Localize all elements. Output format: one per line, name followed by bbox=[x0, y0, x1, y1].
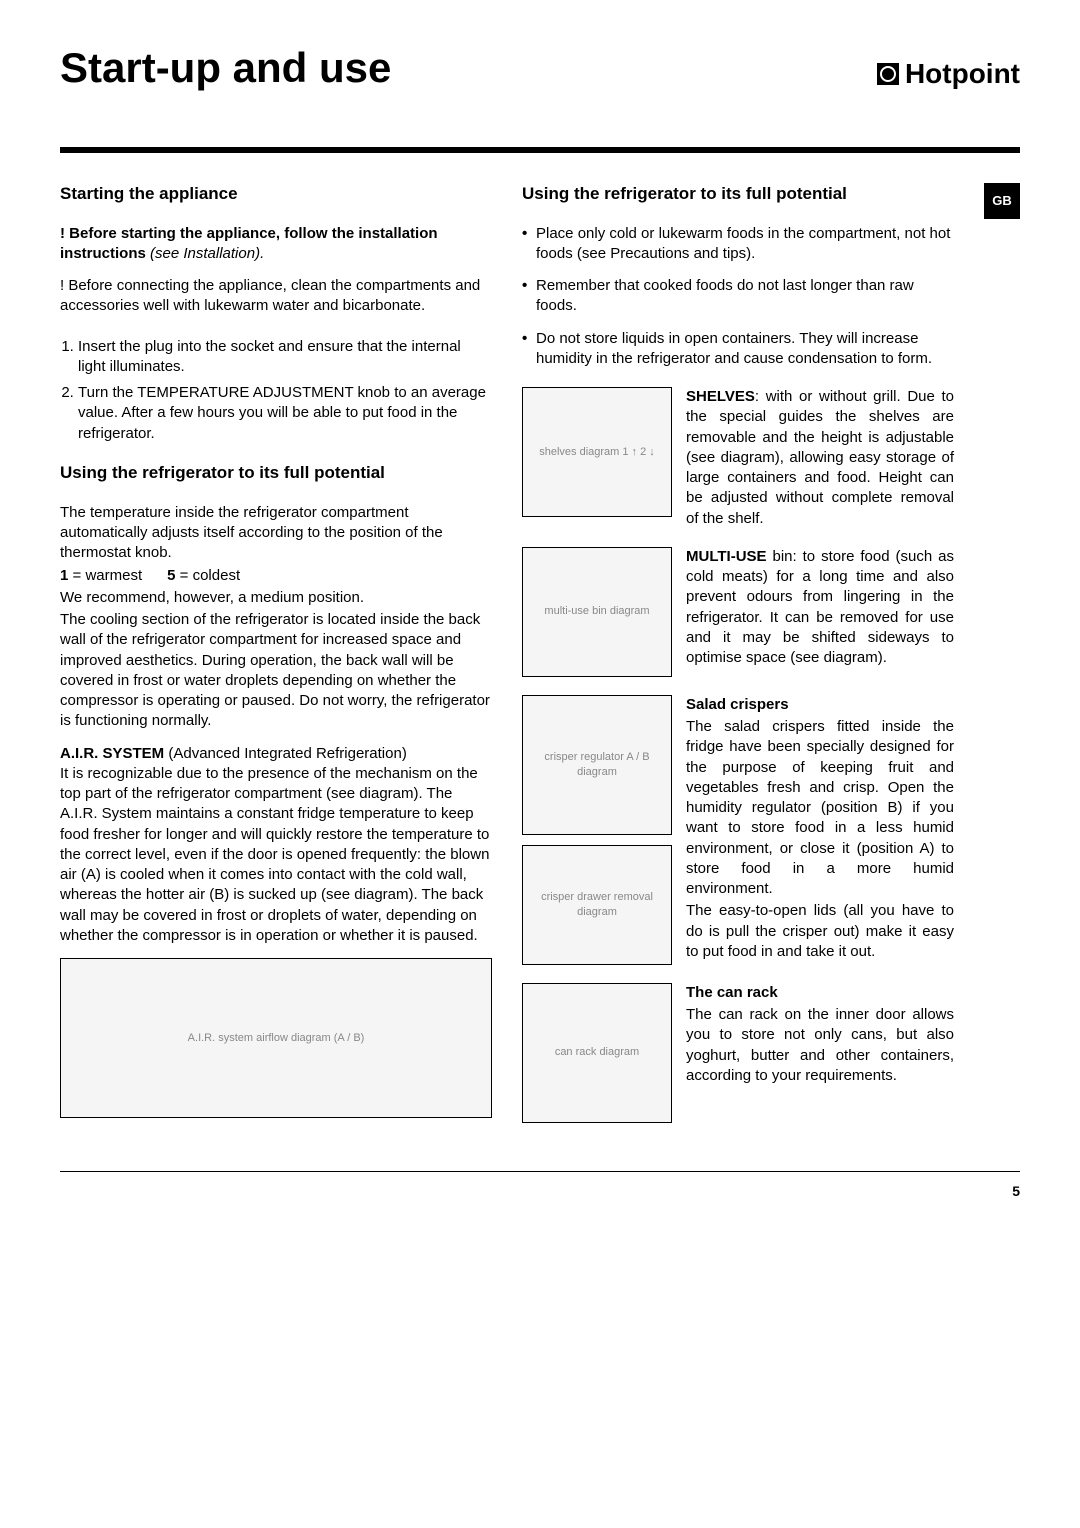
multiuse-body: bin: to store food (such as cold meats) … bbox=[686, 548, 954, 666]
temp-warmest: = warmest bbox=[68, 567, 142, 584]
temp-recommend: We recommend, however, a medium position… bbox=[60, 588, 492, 608]
startup-steps: Insert the plug into the socket and ensu… bbox=[78, 337, 492, 444]
right-column: Using the refrigerator to its full poten… bbox=[522, 183, 954, 1141]
heading-starting: Starting the appliance bbox=[60, 183, 492, 206]
air-system: A.I.R. SYSTEM (Advanced Integrated Refri… bbox=[60, 744, 492, 947]
cooling-section: The cooling section of the refrigerator … bbox=[60, 610, 492, 732]
shelves-body: : with or without grill. Due to the spec… bbox=[686, 388, 954, 527]
heading-using-right: Using the refrigerator to its full poten… bbox=[522, 183, 954, 206]
brand-name: Hotpoint bbox=[905, 55, 1020, 93]
can-rack-diagram: can rack diagram bbox=[522, 983, 672, 1123]
tip-cold-food: Place only cold or lukewarm foods in the… bbox=[522, 224, 954, 265]
tip-cooked-food: Remember that cooked foods do not last l… bbox=[522, 276, 954, 317]
temp-auto: The temperature inside the refrigerator … bbox=[60, 503, 492, 564]
temp-coldest: = coldest bbox=[175, 567, 240, 584]
air-diagram: A.I.R. system airflow diagram (A / B) bbox=[60, 958, 492, 1118]
air-system-label: A.I.R. SYSTEM bbox=[60, 745, 164, 762]
salad-heading: Salad crispers bbox=[686, 695, 954, 715]
page-number: 5 bbox=[60, 1171, 1020, 1201]
tips-list: Place only cold or lukewarm foods in the… bbox=[522, 224, 954, 370]
temp-scale: 1 = warmest 5 = coldest bbox=[60, 566, 492, 586]
region-badge: GB bbox=[984, 183, 1020, 219]
brand: Hotpoint bbox=[877, 55, 1020, 93]
shelves-label: SHELVES bbox=[686, 388, 755, 405]
shelves-text: SHELVES: with or without grill. Due to t… bbox=[686, 387, 954, 529]
salad-body: The salad crispers fitted inside the fri… bbox=[686, 717, 954, 899]
warning-installation-tail: (see Installation). bbox=[146, 245, 264, 262]
can-heading: The can rack bbox=[686, 983, 954, 1003]
multiuse-text: MULTI-USE bin: to store food (such as co… bbox=[686, 547, 954, 669]
tip-liquids: Do not store liquids in open containers.… bbox=[522, 329, 954, 370]
region-sidebar: GB bbox=[984, 183, 1020, 1141]
salad-body2: The easy-to-open lids (all you have to d… bbox=[686, 901, 954, 962]
salad-diagram-ab: crisper regulator A / B diagram bbox=[522, 695, 672, 835]
page-title: Start-up and use bbox=[60, 40, 391, 97]
air-system-tail: (Advanced Integrated Refrigeration) bbox=[164, 745, 407, 762]
salad-diagram-drawer: crisper drawer removal diagram bbox=[522, 845, 672, 965]
multiuse-label: MULTI-USE bbox=[686, 548, 767, 565]
air-system-body: It is recognizable due to the presence o… bbox=[60, 765, 489, 944]
shelves-diagram: shelves diagram 1 ↑ 2 ↓ bbox=[522, 387, 672, 517]
can-body: The can rack on the inner door allows yo… bbox=[686, 1005, 954, 1086]
brand-logo-icon bbox=[877, 63, 899, 85]
salad-text: Salad crispers The salad crispers fitted… bbox=[686, 695, 954, 962]
can-text: The can rack The can rack on the inner d… bbox=[686, 983, 954, 1086]
warning-clean: ! Before connecting the appliance, clean… bbox=[60, 276, 492, 317]
step-2: Turn the TEMPERATURE ADJUSTMENT knob to … bbox=[78, 383, 492, 444]
warning-installation: ! Before starting the appliance, follow … bbox=[60, 224, 492, 265]
step-1: Insert the plug into the socket and ensu… bbox=[78, 337, 492, 378]
divider bbox=[60, 147, 1020, 153]
left-column: Starting the appliance ! Before starting… bbox=[60, 183, 492, 1141]
multiuse-diagram: multi-use bin diagram bbox=[522, 547, 672, 677]
heading-using-left: Using the refrigerator to its full poten… bbox=[60, 462, 492, 485]
